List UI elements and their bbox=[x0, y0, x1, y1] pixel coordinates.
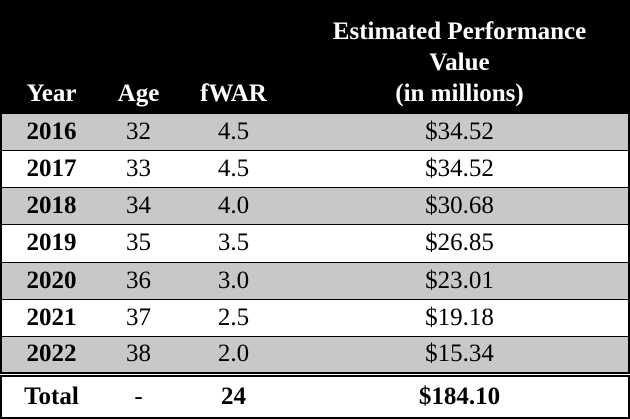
cell: 2020 bbox=[26, 266, 77, 294]
cell: 4.5 bbox=[217, 154, 250, 182]
total-row: Total - 24 $184.10 bbox=[1, 374, 629, 418]
cell: 36 bbox=[126, 266, 151, 294]
cell: 3.5 bbox=[217, 229, 250, 257]
data-row: 2018 34 4.0 $30.68 bbox=[1, 187, 629, 225]
header-cell: Estimated Performance Value (in millions) bbox=[291, 1, 629, 113]
table-footer: Total - 24 $184.10 bbox=[1, 374, 629, 418]
cell: 2.5 bbox=[217, 304, 250, 332]
cell: $26.85 bbox=[425, 229, 494, 257]
table-body: 2016 32 4.5 $34.52 2017 33 4.5 $34.52 2018 34 4.0 $… bbox=[1, 113, 629, 374]
cell: 2021 bbox=[26, 304, 77, 332]
cell: 3.0 bbox=[217, 266, 250, 294]
header-line: (in millions) bbox=[395, 79, 524, 107]
total-cell: 24 bbox=[221, 382, 246, 410]
cell: $15.34 bbox=[425, 340, 494, 368]
data-row: 2016 32 4.5 $34.52 bbox=[1, 113, 629, 151]
header-line: Estimated Performance bbox=[332, 17, 587, 45]
cell: $34.52 bbox=[425, 154, 494, 182]
data-row: 2022 38 2.0 $15.34 bbox=[1, 336, 629, 374]
cell: $34.52 bbox=[425, 117, 494, 145]
total-cell: - bbox=[134, 382, 143, 410]
data-row: 2020 36 3.0 $23.01 bbox=[1, 262, 629, 300]
header-cell: Age bbox=[101, 1, 176, 113]
cell: 2018 bbox=[26, 192, 77, 220]
cell: 4.0 bbox=[217, 192, 250, 220]
data-row: 2021 37 2.5 $19.18 bbox=[1, 299, 629, 336]
cell: 33 bbox=[126, 154, 151, 182]
cell: 38 bbox=[126, 340, 151, 368]
table-header: Year Age fWAR Estimated Performance Value (in… bbox=[1, 1, 629, 113]
cell: 34 bbox=[126, 192, 151, 220]
header-line: Value bbox=[429, 48, 490, 76]
header-cell: Year bbox=[1, 1, 101, 113]
cell: 37 bbox=[126, 304, 151, 332]
cell: $23.01 bbox=[425, 266, 494, 294]
total-cell: $184.10 bbox=[418, 382, 501, 410]
data-row: 2017 33 4.5 $34.52 bbox=[1, 150, 629, 187]
cell: 2022 bbox=[26, 340, 77, 368]
cell: 4.5 bbox=[217, 117, 250, 145]
cell: $30.68 bbox=[425, 192, 494, 220]
cell: 2.0 bbox=[217, 340, 250, 368]
cell: 35 bbox=[126, 229, 151, 257]
total-cell: Total bbox=[24, 382, 79, 410]
cell: 2019 bbox=[26, 229, 77, 257]
header-row: Year Age fWAR Estimated Performance Value (in… bbox=[1, 1, 629, 113]
cell: 2016 bbox=[26, 117, 77, 145]
cell: 2017 bbox=[26, 154, 77, 182]
data-row: 2019 35 3.5 $26.85 bbox=[1, 224, 629, 262]
header-cell: fWAR bbox=[176, 1, 291, 113]
cell: 32 bbox=[126, 117, 151, 145]
cell: $19.18 bbox=[425, 304, 494, 332]
